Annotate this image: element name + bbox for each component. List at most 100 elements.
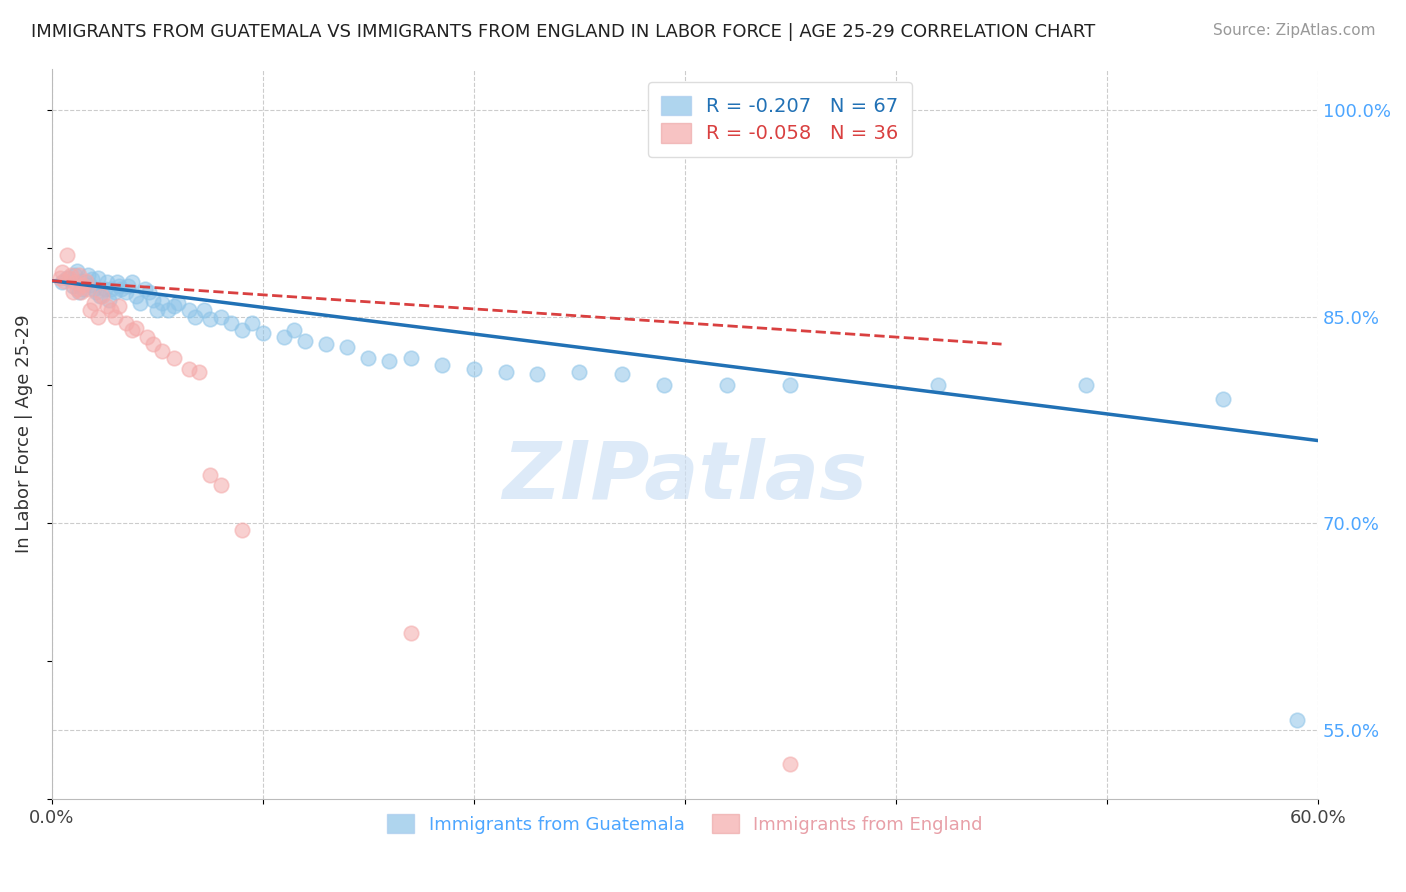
Point xyxy=(336,340,359,354)
Point xyxy=(231,323,253,337)
Point xyxy=(87,271,110,285)
Point xyxy=(167,295,190,310)
Point xyxy=(142,293,165,307)
Point xyxy=(110,282,132,296)
Point xyxy=(93,282,115,296)
Point xyxy=(125,320,148,334)
Point xyxy=(378,353,401,368)
Point xyxy=(62,279,84,293)
Point xyxy=(104,310,127,324)
Point xyxy=(83,282,105,296)
Point xyxy=(63,275,86,289)
Point xyxy=(432,358,454,372)
Point xyxy=(142,337,165,351)
Point xyxy=(526,368,548,382)
Point xyxy=(72,282,94,296)
Point xyxy=(193,302,215,317)
Point xyxy=(163,351,186,365)
Point xyxy=(135,330,157,344)
Point xyxy=(117,279,139,293)
Point xyxy=(209,310,232,324)
Point xyxy=(63,268,86,283)
Point xyxy=(72,277,94,292)
Point xyxy=(49,271,72,285)
Point xyxy=(83,295,105,310)
Point xyxy=(927,378,949,392)
Point xyxy=(97,293,120,307)
Point xyxy=(198,468,221,483)
Point xyxy=(75,275,97,289)
Point xyxy=(283,323,305,337)
Point xyxy=(399,626,422,640)
Point xyxy=(129,295,152,310)
Point xyxy=(67,268,90,283)
Point xyxy=(134,282,156,296)
Point xyxy=(146,302,169,317)
Point xyxy=(114,285,136,299)
Point xyxy=(75,274,97,288)
Point xyxy=(209,477,232,491)
Point xyxy=(219,317,242,331)
Point xyxy=(53,274,76,288)
Point xyxy=(104,285,127,299)
Point xyxy=(55,247,77,261)
Point xyxy=(150,295,173,310)
Point xyxy=(91,289,114,303)
Point xyxy=(80,272,103,286)
Legend: Immigrants from Guatemala, Immigrants from England: Immigrants from Guatemala, Immigrants fr… xyxy=(377,804,994,845)
Point xyxy=(163,299,186,313)
Point xyxy=(96,275,118,289)
Point xyxy=(177,302,200,317)
Point xyxy=(138,285,160,299)
Point xyxy=(779,378,801,392)
Point xyxy=(315,337,337,351)
Point xyxy=(273,330,295,344)
Point xyxy=(121,275,143,289)
Point xyxy=(114,317,136,331)
Y-axis label: In Labor Force | Age 25-29: In Labor Force | Age 25-29 xyxy=(15,314,32,553)
Point xyxy=(62,285,84,299)
Point xyxy=(150,343,173,358)
Point xyxy=(59,268,82,283)
Point xyxy=(96,299,118,313)
Point xyxy=(177,362,200,376)
Point xyxy=(156,302,179,317)
Point xyxy=(188,365,211,379)
Point xyxy=(652,378,675,392)
Point xyxy=(568,365,591,379)
Point xyxy=(779,757,801,772)
Text: IMMIGRANTS FROM GUATEMALA VS IMMIGRANTS FROM ENGLAND IN LABOR FORCE | AGE 25-29 : IMMIGRANTS FROM GUATEMALA VS IMMIGRANTS … xyxy=(31,23,1095,41)
Point xyxy=(51,275,73,289)
Point xyxy=(76,268,98,283)
Point xyxy=(70,274,93,288)
Point xyxy=(294,334,316,349)
Point xyxy=(79,277,101,292)
Point xyxy=(84,285,107,299)
Point xyxy=(463,362,485,376)
Point xyxy=(58,271,80,285)
Point xyxy=(399,351,422,365)
Point xyxy=(198,312,221,326)
Point xyxy=(252,326,274,340)
Point xyxy=(79,302,101,317)
Point xyxy=(55,271,77,285)
Text: ZIPatlas: ZIPatlas xyxy=(502,439,868,516)
Point xyxy=(67,285,90,299)
Point xyxy=(240,317,263,331)
Point xyxy=(87,310,110,324)
Point xyxy=(184,310,207,324)
Point xyxy=(105,275,128,289)
Point xyxy=(89,289,111,303)
Point xyxy=(1074,378,1097,392)
Point xyxy=(66,282,89,296)
Point xyxy=(108,279,131,293)
Point xyxy=(231,523,253,537)
Point xyxy=(357,351,380,365)
Point xyxy=(1212,392,1234,407)
Point xyxy=(610,368,633,382)
Point xyxy=(100,302,122,317)
Point xyxy=(121,323,143,337)
Point xyxy=(108,299,131,313)
Text: Source: ZipAtlas.com: Source: ZipAtlas.com xyxy=(1212,23,1375,38)
Point xyxy=(716,378,738,392)
